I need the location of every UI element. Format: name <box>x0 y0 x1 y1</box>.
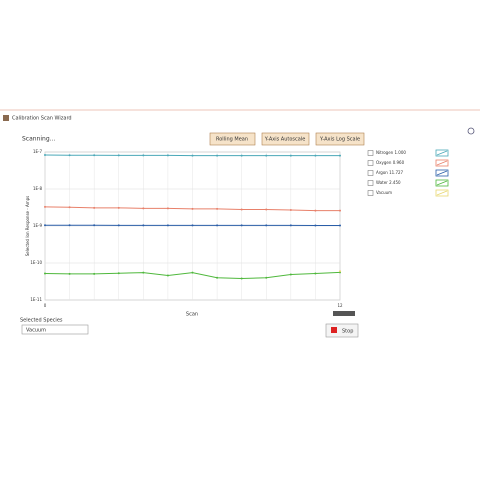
data-point <box>241 155 243 157</box>
button-label: Y-Axis Autoscale <box>264 137 306 143</box>
data-point <box>290 224 292 226</box>
data-point <box>167 154 169 156</box>
data-point <box>339 210 341 212</box>
y-axis-label: Selected Ion Response - Amps <box>25 196 30 257</box>
data-point <box>265 224 267 226</box>
data-point <box>265 208 267 210</box>
data-point <box>93 273 95 275</box>
data-point <box>216 224 218 226</box>
data-point <box>69 224 71 226</box>
data-point <box>118 272 120 274</box>
x-tick-label: 0 <box>44 303 47 308</box>
data-point <box>265 155 267 157</box>
species-value: Vacuum <box>26 328 46 334</box>
x-axis-label: Scan <box>186 312 198 318</box>
legend-label: Vacuum <box>376 190 392 195</box>
legend-label: Argon 11.727 <box>376 170 404 175</box>
data-point <box>192 208 194 210</box>
data-point <box>142 272 144 274</box>
species-label: Selected Species <box>20 318 63 324</box>
data-point <box>241 208 243 210</box>
legend-label: Nitrogen 1.000 <box>376 150 406 155</box>
data-point <box>118 154 120 156</box>
data-point <box>314 225 316 227</box>
legend-checkbox[interactable] <box>368 151 373 156</box>
data-point <box>314 273 316 275</box>
x-tick-label: 12 <box>337 303 343 308</box>
data-point <box>216 155 218 157</box>
data-point <box>118 207 120 209</box>
data-point <box>44 206 46 208</box>
legend-checkbox[interactable] <box>368 181 373 186</box>
data-point <box>339 270 341 272</box>
data-point <box>44 154 46 156</box>
button-label: Rolling Mean <box>216 137 248 143</box>
data-point <box>290 273 292 275</box>
button[interactable]: Y-Axis Autoscale <box>262 133 309 145</box>
legend-label: Oxygen 0.960 <box>376 160 405 165</box>
app-icon <box>3 115 9 121</box>
status: Scanning... <box>22 136 55 143</box>
y-tick-label: 1E-8 <box>33 186 43 191</box>
data-point <box>241 224 243 226</box>
data-point <box>339 155 341 157</box>
stop-label: Stop <box>342 329 353 335</box>
window-title: Calibration Scan Wizard <box>12 116 72 122</box>
data-point <box>93 207 95 209</box>
data-point <box>69 206 71 208</box>
legend-checkbox[interactable] <box>368 171 373 176</box>
button[interactable]: Rolling Mean <box>210 133 255 145</box>
data-point <box>118 224 120 226</box>
data-point <box>167 274 169 276</box>
data-point <box>290 209 292 211</box>
data-point <box>314 210 316 212</box>
data-point <box>93 154 95 156</box>
data-point <box>216 277 218 279</box>
zoom-controls[interactable] <box>333 311 355 316</box>
y-tick-label: 1E-11 <box>30 297 42 302</box>
data-point <box>167 207 169 209</box>
y-tick-label: 1E-9 <box>33 223 43 228</box>
data-point <box>216 208 218 210</box>
button-label: Y-Axis Log Scale <box>319 137 360 143</box>
data-point <box>265 277 267 279</box>
stop-button[interactable]: Stop <box>326 324 358 337</box>
data-point <box>241 278 243 280</box>
data-point <box>142 224 144 226</box>
legend-label: Water 2.450 <box>376 180 401 185</box>
data-point <box>192 224 194 226</box>
data-point <box>290 155 292 157</box>
data-point <box>339 225 341 227</box>
y-tick-label: 1E-10 <box>30 260 42 265</box>
data-point <box>142 207 144 209</box>
data-point <box>167 224 169 226</box>
data-point <box>69 154 71 156</box>
y-tick-label: 1E-7 <box>33 149 43 154</box>
close-button[interactable] <box>468 128 474 134</box>
data-point <box>69 273 71 275</box>
legend-checkbox[interactable] <box>368 161 373 166</box>
legend-checkbox[interactable] <box>368 191 373 196</box>
data-point <box>192 155 194 157</box>
data-point <box>44 224 46 226</box>
data-point <box>44 273 46 275</box>
data-point <box>142 154 144 156</box>
button[interactable]: Y-Axis Log Scale <box>316 133 364 145</box>
data-point <box>192 272 194 274</box>
data-point <box>314 155 316 157</box>
data-point <box>93 224 95 226</box>
